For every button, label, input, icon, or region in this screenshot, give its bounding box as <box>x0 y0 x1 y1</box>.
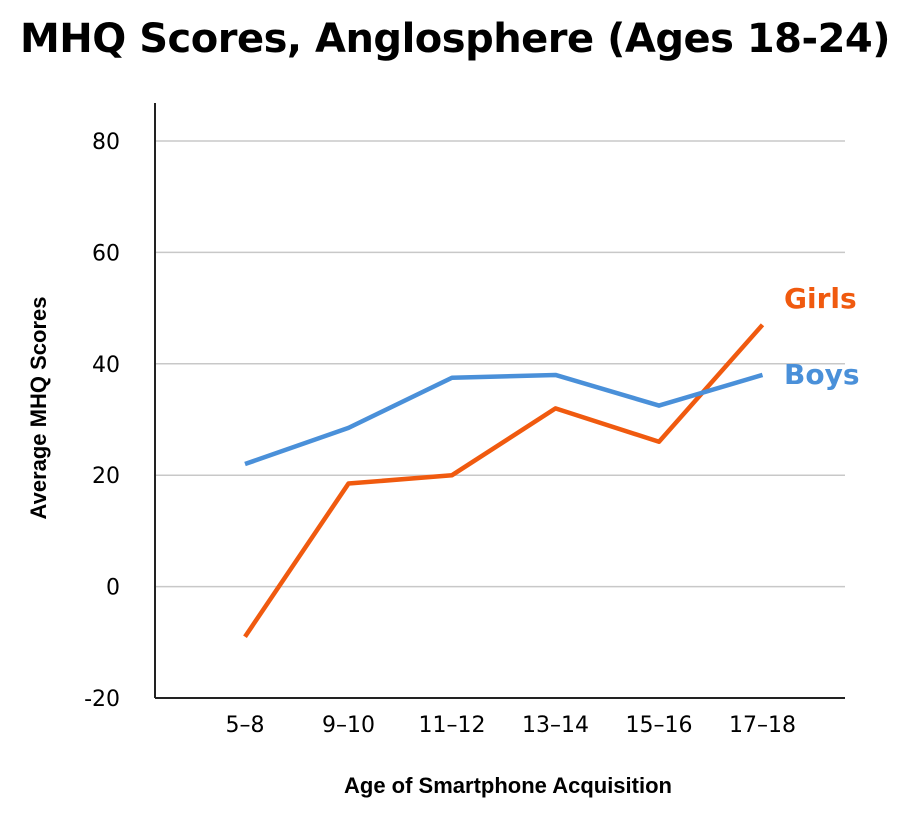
x-tick-labels: 5–8 9–10 11–12 13–14 15–16 17–18 <box>226 713 797 738</box>
x-tick-label: 5–8 <box>226 713 265 738</box>
series-labels: Girls Boys <box>784 282 860 391</box>
y-tick-label: 0 <box>106 576 120 601</box>
y-tick-label: 80 <box>92 130 120 155</box>
series-label-boys: Boys <box>784 358 860 391</box>
gridlines <box>155 140 845 588</box>
y-tick-label: 40 <box>92 353 120 378</box>
series-line-girls <box>243 323 765 638</box>
y-tick-label: 60 <box>92 241 120 266</box>
x-tick-label: 13–14 <box>522 713 589 738</box>
x-axis-title: Age of Smartphone Acquisition <box>344 773 672 798</box>
series-line-boys <box>244 372 764 467</box>
axes <box>154 103 845 699</box>
y-axis-title: Average MHQ Scores <box>26 297 51 520</box>
series-lines <box>243 323 765 638</box>
x-tick-label: 15–16 <box>626 713 693 738</box>
x-tick-label: 11–12 <box>419 713 486 738</box>
x-tick-label: 17–18 <box>729 713 796 738</box>
y-tick-label: 20 <box>92 464 120 489</box>
series-label-girls: Girls <box>784 282 857 315</box>
chart-title: MHQ Scores, Anglosphere (Ages 18-24) <box>20 16 891 62</box>
y-tick-labels: -20 0 20 40 60 80 <box>84 130 120 712</box>
y-tick-label: -20 <box>84 687 120 712</box>
x-tick-label: 9–10 <box>322 713 375 738</box>
